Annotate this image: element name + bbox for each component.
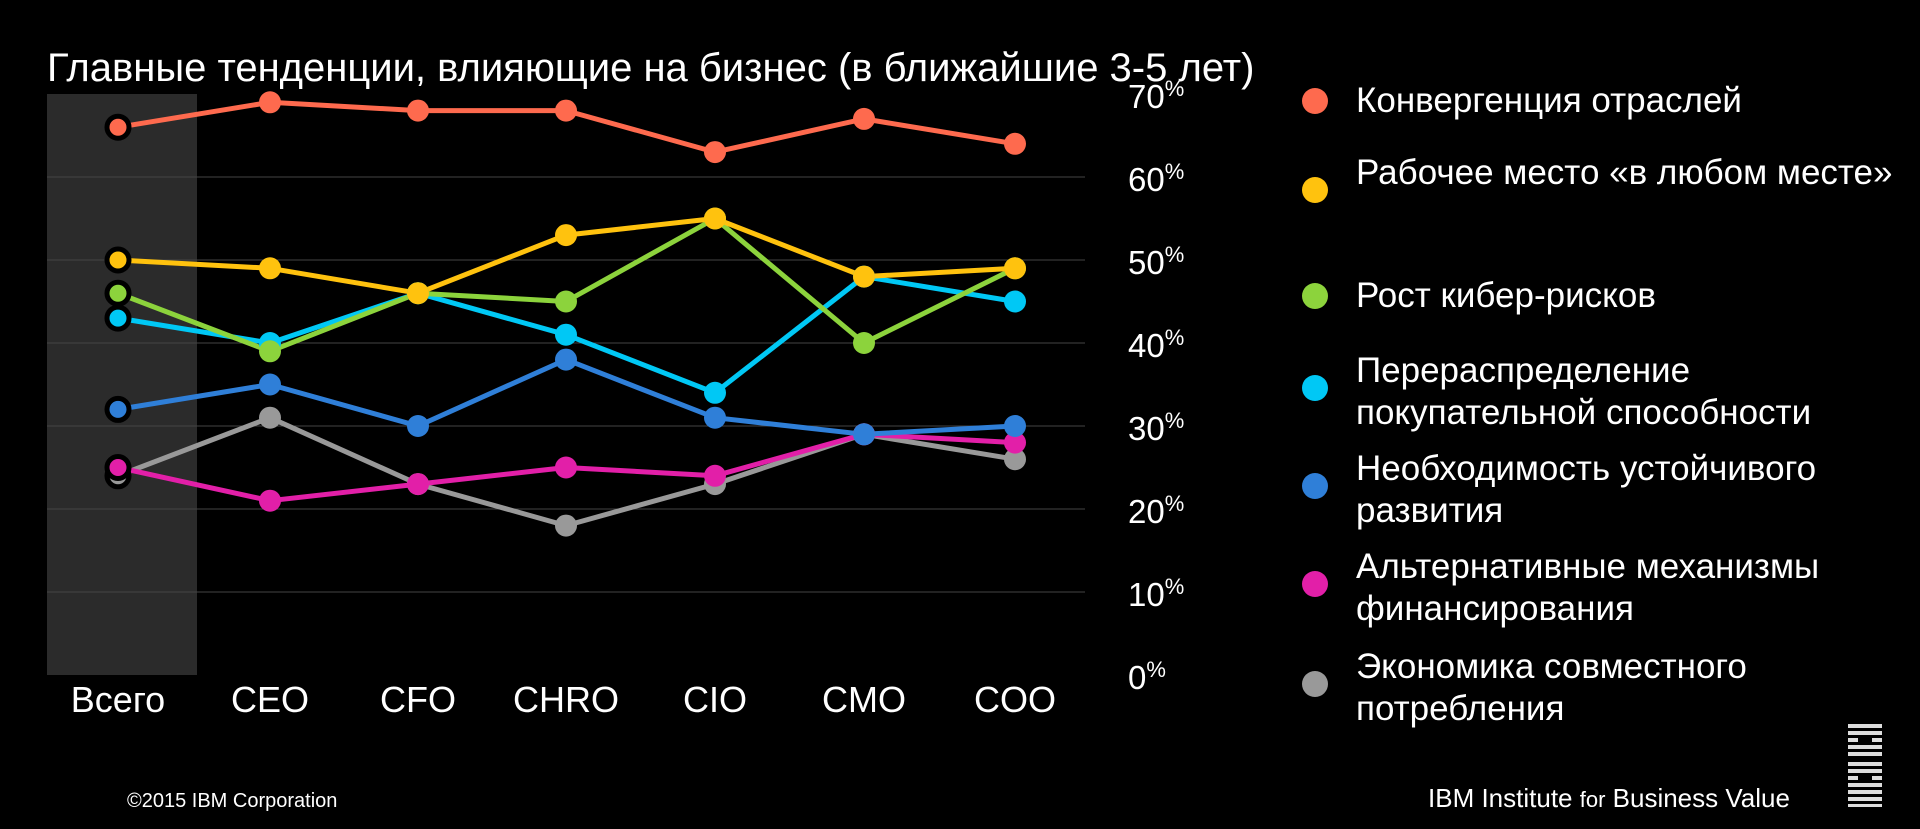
legend-item: Конвергенция отраслей (1302, 80, 1742, 120)
y-tick-unit: % (1165, 76, 1185, 101)
brand-text: IBM Institute for Business Value (1428, 783, 1790, 814)
y-tick-unit: % (1165, 491, 1185, 516)
data-point (259, 373, 281, 396)
data-point (555, 224, 577, 247)
data-point (104, 454, 132, 481)
data-point (407, 415, 429, 437)
y-tick-unit: % (1165, 325, 1185, 350)
x-tick-label: CIO (683, 679, 747, 720)
data-point (704, 406, 726, 429)
y-tick-label: 0% (1128, 657, 1166, 696)
data-point (259, 340, 281, 363)
data-point (853, 107, 875, 130)
legend-item: Рабочее место «в любом месте» (1302, 152, 1892, 203)
legend-label: Рост кибер-рисков (1356, 276, 1656, 315)
data-point (555, 348, 577, 371)
data-point (259, 91, 281, 114)
data-point (853, 423, 875, 446)
data-point (259, 257, 281, 280)
data-point (1004, 290, 1026, 313)
legend-item: Альтернативные механизмы финансирования (1302, 546, 1819, 628)
data-point (704, 207, 726, 230)
legend-item: Необходимость устойчивого развития (1302, 448, 1816, 530)
data-point (1004, 257, 1026, 280)
y-tick-label: 20% (1128, 491, 1184, 530)
brand-text-part2: for (1579, 787, 1606, 812)
y-tick-unit: % (1146, 657, 1166, 682)
chart-title: Главные тенденции, влияющие на бизнес (в… (47, 46, 1255, 90)
copyright-text: ©2015 IBM Corporation (127, 790, 338, 812)
data-point (555, 323, 577, 346)
legend-label: Рабочее место «в любом месте» (1356, 153, 1893, 192)
legend-swatch (1302, 571, 1328, 597)
legend-label: Перераспределение покупательной способно… (1356, 351, 1812, 432)
data-point (1004, 415, 1026, 437)
data-point (407, 99, 429, 122)
legend-swatch (1302, 283, 1328, 309)
y-tick-label: 60% (1128, 159, 1184, 198)
y-tick-label: 50% (1128, 242, 1184, 281)
y-tick-label: 30% (1128, 408, 1184, 447)
x-tick-label: Всего (71, 679, 165, 720)
highlight-band (47, 94, 197, 675)
x-tick-label: CEO (231, 679, 309, 720)
data-point (407, 282, 429, 305)
y-tick-unit: % (1165, 159, 1185, 184)
legend-swatch (1302, 177, 1328, 203)
data-point (104, 246, 132, 274)
data-point (853, 332, 875, 354)
legend-swatch (1302, 473, 1328, 499)
brand-text-part3: Business Value (1605, 783, 1790, 813)
legend-swatch (1302, 671, 1328, 697)
y-tick-unit: % (1165, 408, 1185, 433)
brand-text-part1: IBM Institute (1428, 783, 1580, 813)
data-point (704, 464, 726, 487)
data-point (104, 113, 132, 141)
data-point (555, 514, 577, 537)
legend-label: Альтернативные механизмы финансирования (1356, 547, 1820, 628)
data-point (555, 456, 577, 479)
data-point (853, 265, 875, 288)
legend-item: Экономика совместного потребления (1302, 646, 1747, 728)
data-point (1004, 448, 1026, 471)
legend-label: Экономика совместного потребления (1356, 647, 1747, 728)
data-point (407, 473, 429, 496)
data-point (104, 395, 132, 423)
data-point (1004, 132, 1026, 155)
legend-label: Необходимость устойчивого развития (1356, 449, 1817, 530)
legend-label: Конвергенция отраслей (1356, 81, 1742, 120)
data-point (104, 279, 132, 307)
y-tick-label: 10% (1128, 574, 1184, 613)
data-point (704, 381, 726, 404)
x-tick-label: CHRO (513, 679, 619, 720)
y-tick-unit: % (1165, 574, 1185, 599)
legend-item: Перераспределение покупательной способно… (1302, 350, 1811, 432)
y-tick-unit: % (1165, 242, 1185, 267)
data-point (259, 489, 281, 512)
y-tick-label: 40% (1128, 325, 1184, 364)
data-point (555, 290, 577, 313)
legend-swatch (1302, 88, 1328, 114)
data-point (1004, 431, 1026, 454)
data-point (704, 141, 726, 164)
ibm-logo-icon (1848, 724, 1882, 807)
legend-swatch (1302, 375, 1328, 401)
data-point (104, 304, 132, 332)
x-tick-label: COO (974, 679, 1056, 720)
legend-item: Рост кибер-рисков (1302, 275, 1656, 315)
x-tick-label: CFO (380, 679, 456, 720)
x-tick-label: CMO (822, 679, 906, 720)
data-point (259, 406, 281, 429)
data-point (555, 99, 577, 122)
